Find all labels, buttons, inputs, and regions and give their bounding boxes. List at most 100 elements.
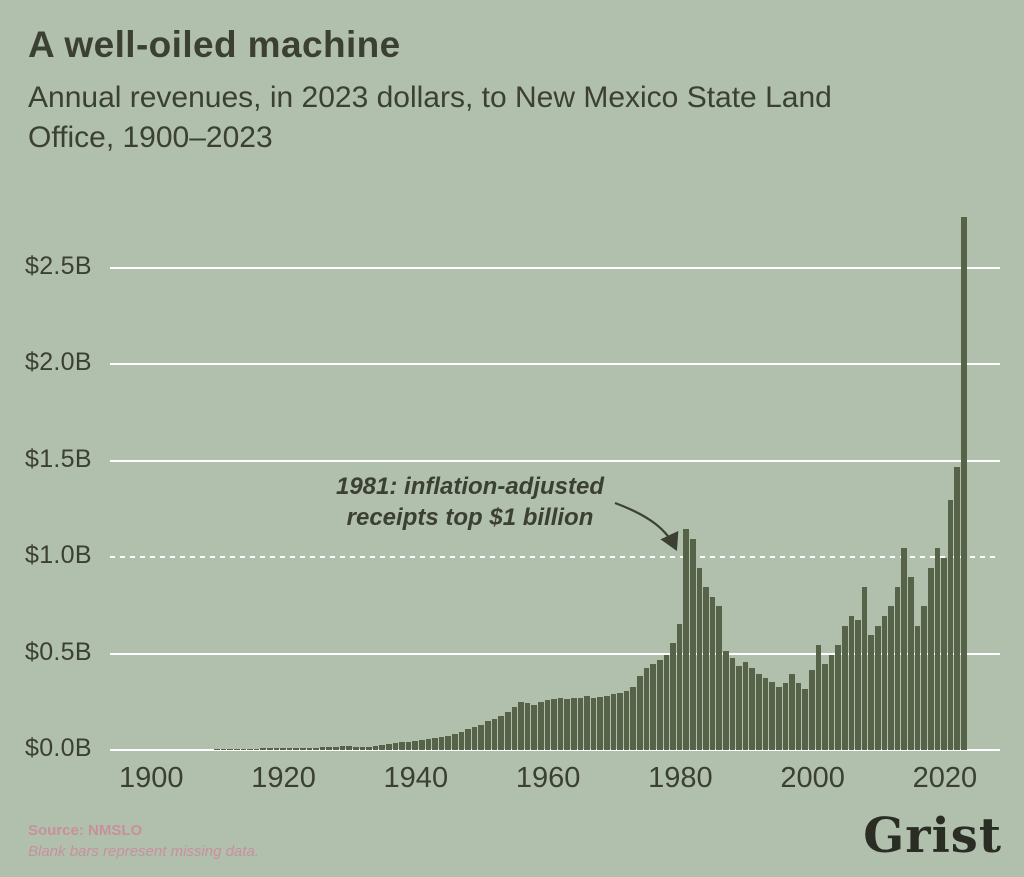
- y-axis-labels: $0.0B $0.5B $1.0B $1.5B $2.0B $2.5B: [25, 210, 107, 762]
- annotation-line2: receipts top $1 billion: [346, 503, 594, 531]
- bar-1960: [544, 700, 551, 750]
- bar-1939: [405, 741, 412, 750]
- bar-1973: [630, 686, 637, 750]
- bar-1971: [617, 692, 623, 750]
- bar-2004: [835, 644, 841, 750]
- chart-header: A well-oiled machine Annual revenues, in…: [28, 24, 988, 157]
- bar-1987: [723, 650, 729, 750]
- bar-1914: [240, 749, 247, 750]
- gridline-$1.0B: [110, 556, 1000, 559]
- bar-1952: [491, 718, 498, 750]
- x-tick-label: 1960: [515, 762, 581, 794]
- bar-1970: [610, 694, 617, 750]
- bar-2015: [908, 577, 914, 750]
- bar-1975: [643, 668, 650, 750]
- bar-1923: [300, 747, 306, 750]
- bar-1985: [709, 596, 716, 750]
- chart-title: A well-oiled machine: [28, 24, 401, 65]
- bar-1957: [524, 703, 531, 750]
- bar-1941: [418, 740, 425, 750]
- bar-2013: [894, 587, 901, 750]
- gridlines: [110, 210, 1000, 751]
- bar-2018: [927, 567, 934, 750]
- bar-1994: [769, 681, 775, 750]
- gridline-$2.5B: [110, 266, 1000, 269]
- x-tick-label: 1920: [251, 762, 316, 794]
- bar-1919: [273, 748, 280, 750]
- bar-2014: [901, 548, 908, 750]
- bar-1925: [313, 747, 319, 750]
- bar-1920: [280, 748, 286, 750]
- bar-1938: [399, 742, 405, 750]
- bar-1942: [425, 739, 432, 750]
- bar-1996: [782, 683, 789, 750]
- bar-2006: [848, 615, 855, 750]
- bar-2011: [881, 615, 888, 750]
- bar-1929: [339, 746, 346, 750]
- bar-1954: [504, 711, 511, 750]
- bar-1949: [471, 727, 478, 750]
- bar-1964: [571, 698, 577, 750]
- bar-1958: [531, 705, 537, 750]
- bar-1928: [333, 746, 339, 750]
- bar-1946: [452, 734, 458, 750]
- y-tick-label: $2.0B: [25, 348, 92, 377]
- bar-1947: [458, 731, 465, 750]
- x-tick-label: 1980: [648, 762, 713, 794]
- source-text: Source: NMSLO: [28, 822, 143, 839]
- x-axis-labels: 1900 1920 1940 1960 1980 2000 2020: [119, 762, 977, 802]
- bar-1977: [656, 660, 663, 750]
- bar-1912: [227, 749, 233, 750]
- bar-1926: [319, 747, 326, 750]
- bar-2017: [921, 606, 927, 750]
- y-tick-label: $0.5B: [25, 637, 92, 666]
- bar-1986: [716, 606, 723, 750]
- bar-1982: [689, 538, 696, 750]
- bar-1991: [749, 668, 756, 750]
- bar-2010: [875, 625, 881, 750]
- bar-1968: [597, 697, 604, 750]
- bar-1913: [233, 749, 240, 750]
- bar-1969: [604, 695, 610, 750]
- bar-2008: [861, 587, 868, 750]
- bar-1948: [465, 728, 471, 750]
- bar-1930: [346, 745, 352, 750]
- x-tick-label: 1940: [383, 762, 449, 794]
- bar-2001: [815, 644, 822, 750]
- bar-2009: [868, 635, 875, 750]
- bar-1993: [762, 677, 769, 750]
- bar-1943: [432, 738, 438, 750]
- bar-1951: [485, 721, 491, 750]
- gridline-$0.0B: [110, 749, 1000, 751]
- bar-1915: [247, 748, 253, 750]
- bar-2016: [914, 625, 921, 750]
- bar-2020: [941, 558, 947, 750]
- y-tick-label: $1.0B: [25, 541, 92, 570]
- grist-logo[interactable]: Grist: [863, 808, 1002, 864]
- bar-1950: [478, 724, 485, 750]
- bar-2002: [822, 664, 828, 750]
- bar-1979: [670, 642, 676, 750]
- bar-1944: [438, 737, 445, 750]
- bar-1966: [584, 696, 590, 750]
- gridline-$0.5B: [110, 652, 1000, 655]
- bar-1981: [683, 529, 689, 750]
- bar-1911: [220, 749, 227, 750]
- bar-1932: [359, 746, 366, 750]
- bar-2012: [888, 606, 894, 750]
- bar-1992: [756, 673, 762, 750]
- bar-1953: [498, 715, 504, 750]
- y-tick-label: $2.5B: [25, 251, 92, 280]
- bar-1934: [372, 745, 379, 750]
- bar-2005: [841, 625, 848, 750]
- bar-1921: [286, 748, 293, 750]
- bar-1937: [392, 742, 399, 750]
- bar-2003: [828, 654, 835, 750]
- bar-1924: [306, 747, 313, 750]
- bar-2007: [855, 619, 861, 750]
- bar-1935: [379, 744, 385, 750]
- x-tick-label: 2020: [912, 762, 978, 794]
- bar-1976: [650, 664, 656, 750]
- bars: [148, 210, 968, 750]
- bar-1936: [385, 743, 392, 750]
